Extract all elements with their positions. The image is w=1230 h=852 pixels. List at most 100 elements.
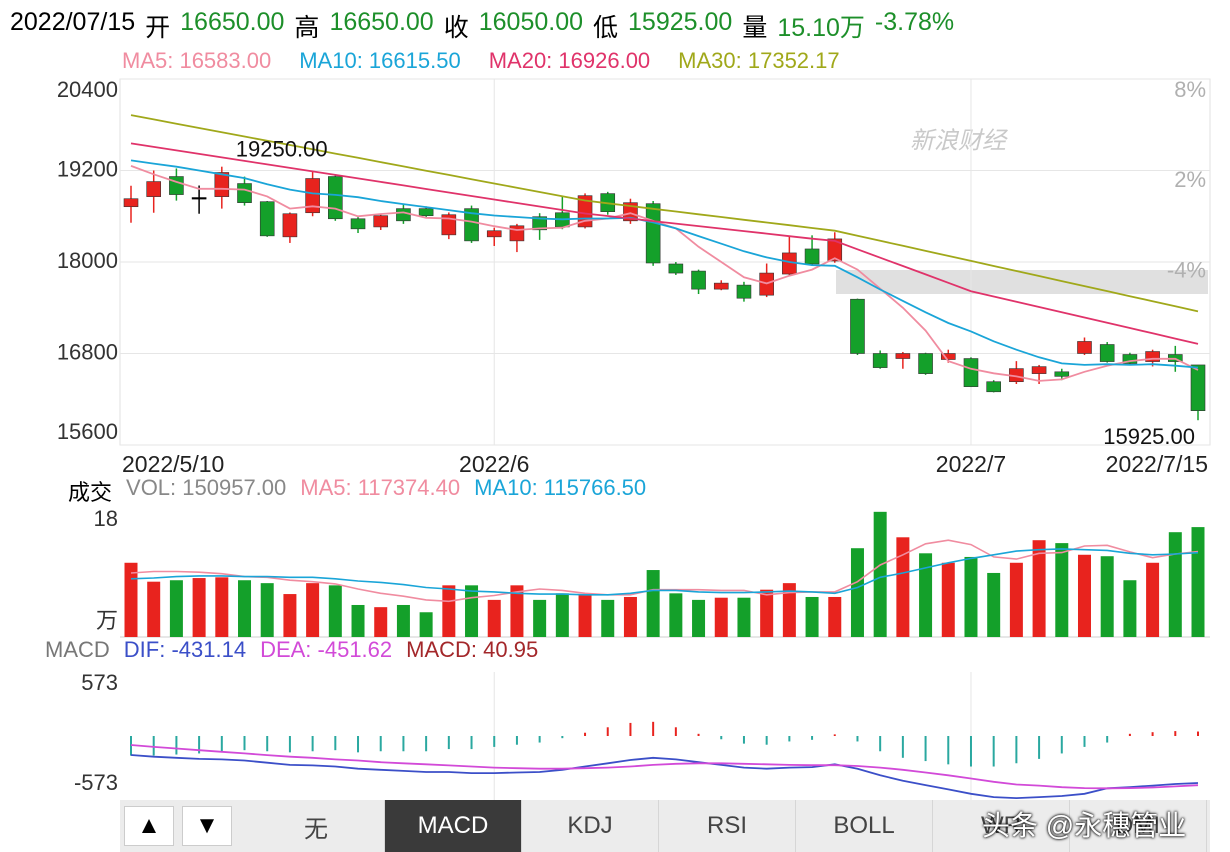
candle-body <box>282 213 298 238</box>
volume-bar <box>1123 580 1137 637</box>
candle-body <box>373 215 389 228</box>
candle-body <box>123 198 139 208</box>
volume-bar <box>283 594 297 637</box>
volume-bar <box>374 607 388 637</box>
ma-line <box>130 114 1199 313</box>
candle-body <box>691 270 706 290</box>
volume-bar <box>623 596 637 637</box>
volume-bar <box>147 581 161 637</box>
x-tick-label: 2022/5/10 <box>122 451 224 477</box>
legend-item: VOL: 150957.00 <box>126 475 287 500</box>
y-tick-label: 18 <box>94 506 118 531</box>
x-tick-label: 2022/7/15 <box>1106 451 1208 477</box>
volume-bar <box>1077 554 1091 637</box>
volume-bar <box>533 599 547 637</box>
volume-bar <box>919 553 933 637</box>
low-label: 15925.00 <box>1103 424 1195 449</box>
y-tick-label: 16800 <box>57 339 118 364</box>
volume-ma-line <box>130 548 1199 596</box>
volume-bar <box>692 599 706 637</box>
candle-body <box>191 197 207 200</box>
field-label: 量 <box>742 14 768 42</box>
volume-bar <box>238 580 252 637</box>
candle-body <box>804 248 820 265</box>
field-value: 16050.00 <box>478 8 584 36</box>
volume-bar <box>873 511 887 637</box>
candle-body <box>872 353 888 368</box>
ma-line <box>130 142 1199 345</box>
y-axis-label: 万 <box>96 608 118 633</box>
volume-bar <box>601 599 615 637</box>
volume-bar <box>260 583 274 637</box>
arrow-button[interactable]: ▲ <box>124 806 174 846</box>
volume-bar <box>1146 562 1160 637</box>
candle-body <box>509 225 525 242</box>
y-tick-label: 19200 <box>57 156 118 181</box>
volume-bar <box>850 548 864 637</box>
volume-bar <box>1009 562 1023 637</box>
volume-bar <box>737 597 751 637</box>
candle-body <box>850 298 865 354</box>
y-tick-label: 18000 <box>57 248 118 273</box>
field-label: 高 <box>294 14 320 42</box>
candle-body <box>940 353 956 360</box>
volume-bar <box>669 593 683 637</box>
tab[interactable]: KDJ <box>522 800 659 852</box>
date: 2022/07/15 <box>10 8 136 36</box>
legend-item: MA10: 16615.50 <box>299 48 461 73</box>
volume-bar <box>1168 532 1182 637</box>
y-tick-label: 573 <box>81 670 118 695</box>
tab[interactable]: 无 <box>248 800 385 852</box>
tab[interactable]: WR <box>933 800 1070 852</box>
volume-bar <box>215 577 229 637</box>
spacer <box>236 800 248 852</box>
x-tick-label: 2022/6 <box>459 451 529 477</box>
y-tick-label: 15600 <box>57 419 118 444</box>
volume-bar <box>351 604 365 637</box>
legend-item: MA30: 17352.17 <box>678 48 840 73</box>
candle-body <box>396 208 411 222</box>
tab[interactable]: BOLL <box>796 800 933 852</box>
candle-body <box>1145 351 1160 362</box>
tab[interactable]: MACD <box>385 800 522 852</box>
candle-body <box>895 353 911 359</box>
tab[interactable]: RSI <box>659 800 796 852</box>
legend-item: MACD: 40.95 <box>406 637 539 662</box>
legend-item: MA20: 16926.00 <box>488 48 651 73</box>
highlight-band <box>836 270 1208 294</box>
x-tick-label: 2022/7 <box>936 451 1006 477</box>
y-tick-label: 20400 <box>57 77 118 102</box>
candle-body <box>1031 366 1047 374</box>
candle-body <box>918 353 933 374</box>
candle-body <box>237 183 252 203</box>
candle-body <box>736 284 752 299</box>
volume-bar <box>578 594 592 637</box>
volume-bar <box>1032 540 1046 637</box>
candle-body <box>986 381 1001 393</box>
candle-body <box>713 282 729 290</box>
tab[interactable]: DMI <box>1070 800 1207 852</box>
macd-line <box>130 754 1199 800</box>
volume-bar <box>487 599 501 637</box>
field-value: 15925.00 <box>628 8 733 36</box>
watermark: 头条 @永穗管业 <box>982 810 1187 841</box>
volume-bar <box>465 585 479 637</box>
change: -3.78% <box>874 8 955 36</box>
legend-item: DEA: -451.62 <box>260 637 393 662</box>
tab-bar: ▲ ▼ 无 MACD KDJ RSI BOLL WR DMI <box>120 800 1210 852</box>
volume-bar <box>442 585 456 637</box>
candle-body <box>645 203 661 264</box>
y2-tick-label: 8% <box>1174 77 1206 102</box>
candle-body <box>963 358 979 387</box>
candle-body <box>305 178 320 214</box>
field-value: 16650.00 <box>329 8 434 36</box>
arrow-button[interactable]: ▼ <box>182 806 232 846</box>
legend-item: DIF: -431.14 <box>123 637 247 662</box>
volume-bar <box>964 556 978 637</box>
candle-body <box>1099 344 1115 362</box>
volume-bar <box>782 583 796 637</box>
volume-bar <box>555 593 569 637</box>
candle-body <box>350 218 366 230</box>
y-tick-label: -573 <box>74 770 118 795</box>
field-label: 开 <box>145 14 171 42</box>
